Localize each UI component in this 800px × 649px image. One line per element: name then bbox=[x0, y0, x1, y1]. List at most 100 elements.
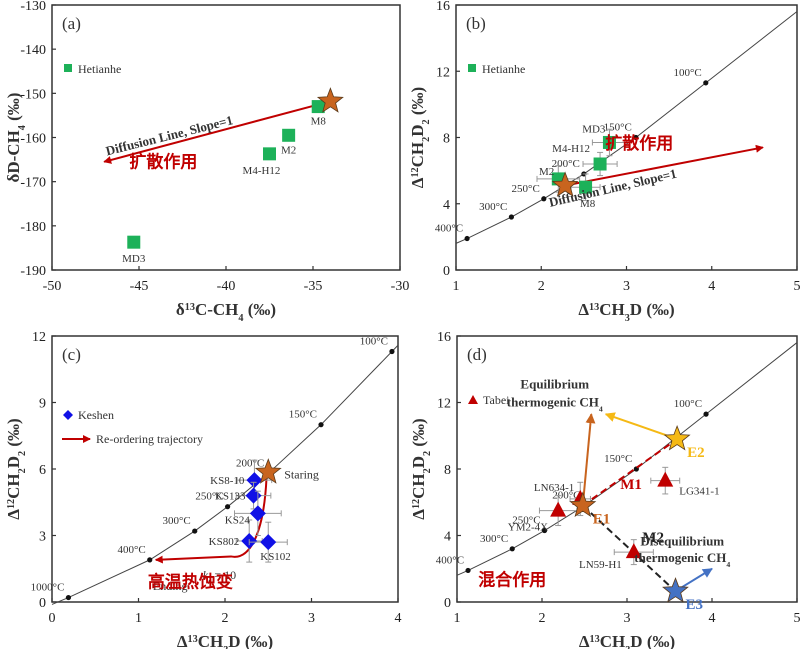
ending-label: Ending bbox=[153, 579, 188, 593]
point-label: M4-H12 bbox=[243, 165, 281, 177]
chinese-annotation: 混合作用 bbox=[478, 569, 546, 590]
y-axis-label: δD-CH4 (‰) bbox=[4, 93, 28, 183]
y-tick-label: -140 bbox=[20, 43, 46, 58]
annotation: Disequilibrium bbox=[640, 533, 724, 548]
y-tick-label: -180 bbox=[20, 220, 46, 235]
panel-label: (c) bbox=[62, 345, 81, 364]
starting-label: Staring bbox=[284, 467, 319, 481]
panel-label: (b) bbox=[466, 14, 486, 33]
temperature-point bbox=[509, 546, 515, 552]
x-tick-label: -30 bbox=[391, 279, 410, 294]
x-tick-label: 2 bbox=[539, 611, 546, 626]
x-tick-label: 0 bbox=[49, 611, 56, 626]
point-label: M4-H12 bbox=[552, 143, 590, 155]
y-tick-label: -130 bbox=[20, 0, 46, 14]
y-axis-label: Δ12CH2D2 (‰) bbox=[4, 418, 28, 519]
data-point-square bbox=[579, 180, 593, 194]
point-label: YM2-4X bbox=[508, 522, 548, 534]
end-member-star bbox=[662, 577, 689, 603]
temperature-label: 250°C bbox=[512, 183, 540, 195]
panel-label: (d) bbox=[467, 345, 487, 364]
legend-marker-square bbox=[468, 64, 476, 72]
plot-frame bbox=[51, 335, 399, 603]
point-label: M8 bbox=[580, 198, 596, 210]
y-tick-label: -190 bbox=[20, 264, 46, 279]
x-tick-label: 4 bbox=[709, 611, 716, 626]
y-tick-label: 4 bbox=[443, 198, 450, 213]
y-tick-label: 12 bbox=[32, 330, 46, 345]
y-tick-label: 0 bbox=[39, 596, 46, 611]
annotation: Equilibrium bbox=[520, 376, 589, 391]
y-tick-label: 4 bbox=[444, 530, 451, 545]
temperature-point bbox=[703, 80, 709, 86]
data-point-square bbox=[602, 135, 616, 149]
temperature-label: 100°C bbox=[360, 336, 388, 348]
legend-marker-square bbox=[64, 64, 72, 72]
temperature-label: 100°C bbox=[674, 67, 702, 79]
x-tick-label: 3 bbox=[308, 611, 315, 626]
x-tick-label: 5 bbox=[794, 279, 800, 294]
plot-frame bbox=[51, 4, 401, 271]
point-label: KS24 bbox=[225, 514, 251, 526]
plot-frame bbox=[456, 335, 798, 603]
legend-label: Tabei bbox=[483, 393, 510, 407]
y-tick-label: -150 bbox=[20, 87, 46, 102]
temperature-point bbox=[147, 557, 153, 563]
temperature-label: 400°C bbox=[436, 554, 464, 566]
end-member-star bbox=[316, 87, 344, 113]
point-label: KS802 bbox=[209, 536, 240, 548]
x-axis-label: Δ13CH3D (‰) bbox=[578, 300, 674, 324]
data-point-square bbox=[593, 157, 607, 171]
point-label: LN634-1 bbox=[534, 482, 574, 494]
end-member-star bbox=[254, 458, 282, 484]
chinese-annotation: 扩散作用 bbox=[129, 152, 197, 173]
temperature-label: 250°C bbox=[512, 515, 540, 527]
temperature-label: 100°C bbox=[674, 398, 702, 410]
temperature-point bbox=[464, 235, 470, 242]
temperature-point bbox=[541, 196, 547, 202]
x-tick-label: 2 bbox=[222, 611, 229, 626]
temperature-label: 150°C bbox=[289, 409, 317, 421]
data-point-triangle bbox=[657, 471, 674, 487]
point-label: MD3 bbox=[122, 253, 146, 265]
data-point-diamond bbox=[260, 534, 277, 551]
x-tick-label: 1 bbox=[454, 611, 461, 626]
data-point-square bbox=[263, 147, 276, 161]
kr-label: kr = 10 bbox=[203, 568, 236, 586]
x-tick-label: 2 bbox=[538, 279, 545, 294]
x-tick-label: 1 bbox=[135, 611, 142, 626]
temperature-point bbox=[192, 528, 198, 534]
data-point-diamond bbox=[245, 487, 262, 504]
temperature-label: 200°C bbox=[236, 457, 264, 469]
temperature-label: 400°C bbox=[117, 544, 145, 556]
temperature-label: 400°C bbox=[435, 223, 463, 235]
data-point-triangle bbox=[625, 543, 642, 559]
panel-a: -50 -45 -40 -35 -30 -190 -180 -170 -160 -150 -140 -… bbox=[4, 0, 409, 324]
y-tick-label: 9 bbox=[39, 397, 46, 412]
y-tick-label: 16 bbox=[437, 330, 451, 345]
temperature-point bbox=[224, 504, 231, 510]
data-point-square bbox=[127, 235, 141, 249]
temperature-point bbox=[389, 348, 395, 355]
chinese-annotation: 高温热蚀变 bbox=[148, 572, 233, 593]
data-point-diamond bbox=[249, 505, 266, 522]
end-member-label: E2 bbox=[687, 445, 705, 461]
temperature-label: 300°C bbox=[479, 201, 507, 213]
point-label: LN59-H1 bbox=[579, 559, 622, 571]
x-axis-label: Δ13CH3D (‰) bbox=[177, 632, 273, 649]
temperature-point bbox=[633, 134, 639, 141]
point-label: LG341-1 bbox=[679, 486, 719, 498]
y-tick-label: 16 bbox=[436, 0, 450, 14]
y-axis-label: Δ12CH2D2 (‰) bbox=[409, 418, 433, 519]
mixing-line bbox=[582, 504, 677, 592]
temperature-point bbox=[65, 594, 72, 601]
data-point-triangle bbox=[550, 501, 567, 517]
point-label: M8 bbox=[311, 116, 327, 128]
end-member-star bbox=[569, 491, 597, 518]
x-tick-label: 5 bbox=[794, 611, 800, 626]
end-member-label: E3 bbox=[685, 597, 703, 613]
arrow bbox=[581, 413, 596, 506]
panel-label: (a) bbox=[62, 14, 81, 33]
y-tick-label: 12 bbox=[437, 397, 451, 412]
